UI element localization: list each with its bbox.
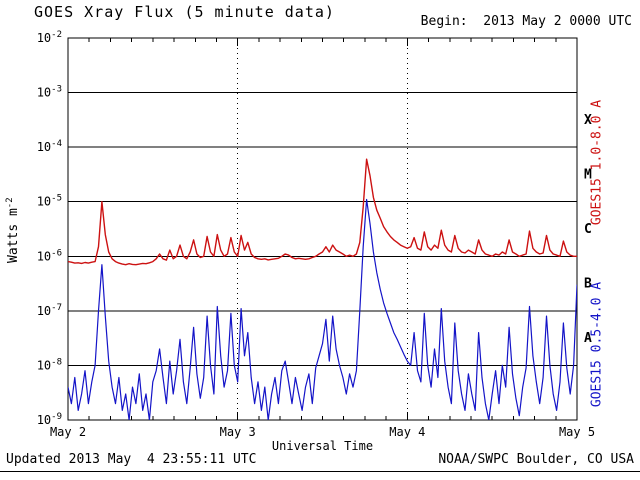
svg-text:M: M — [584, 167, 592, 182]
svg-text:May 5: May 5 — [559, 425, 595, 439]
begin-label: Begin: 2013 May 2 0000 UTC — [420, 14, 632, 29]
svg-text:10-4: 10-4 — [37, 139, 62, 154]
goes15-short-label: GOES15 0.5-4.0 A — [589, 281, 605, 408]
svg-text:10-6: 10-6 — [37, 248, 62, 263]
svg-text:X: X — [584, 113, 592, 128]
goes15-long-label: GOES15 1.0-8.0 A — [589, 99, 605, 226]
svg-text:May 4: May 4 — [389, 425, 425, 439]
grid-lines — [68, 38, 577, 420]
x-tick-labels: May 2 May 3 May 4 May 5 — [50, 425, 595, 439]
svg-text:10-5: 10-5 — [37, 194, 62, 209]
y-axis-title-text: Watts m — [6, 208, 22, 263]
svg-text:10-7: 10-7 — [37, 303, 62, 318]
flare-class-labels: X M C B A — [584, 113, 592, 346]
y-tick-labels: 10-2 10-3 10-4 10-5 10-6 10-7 10-8 10-9 — [37, 30, 62, 427]
svg-text:10-2: 10-2 — [37, 30, 62, 45]
chart-title: GOES Xray Flux (5 minute data) — [34, 3, 335, 21]
series-goes15-short — [68, 198, 577, 420]
bottom-rule — [0, 471, 640, 472]
svg-text:B: B — [584, 277, 592, 292]
y-axis-title: Watts m-2 — [5, 170, 21, 290]
svg-text:C: C — [584, 222, 592, 237]
axis-ticks — [67, 38, 578, 420]
plot-border — [67, 37, 578, 421]
x-axis-title: Universal Time — [271, 439, 374, 453]
svg-text:May 2: May 2 — [50, 425, 86, 439]
y-axis-title-exponent: -2 — [4, 197, 15, 209]
updated-label: Updated 2013 May 4 23:55:11 UTC — [6, 452, 257, 467]
svg-text:10-8: 10-8 — [37, 357, 62, 372]
svg-text:A: A — [584, 331, 592, 346]
svg-text:May 3: May 3 — [220, 425, 256, 439]
svg-text:10-9: 10-9 — [37, 412, 62, 427]
source-label: NOAA/SWPC Boulder, CO USA — [438, 452, 634, 467]
svg-text:10-3: 10-3 — [37, 85, 62, 100]
series-goes15-long — [68, 158, 577, 266]
